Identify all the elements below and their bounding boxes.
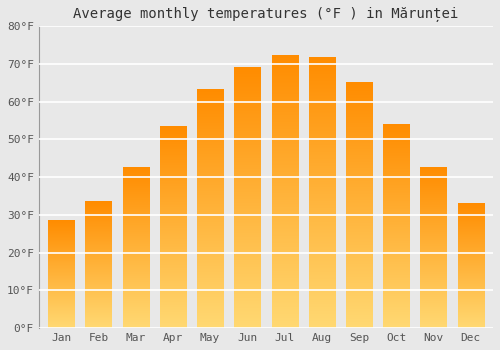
Title: Average monthly temperatures (°F ) in Mărunței: Average monthly temperatures (°F ) in Mă… <box>74 7 458 22</box>
